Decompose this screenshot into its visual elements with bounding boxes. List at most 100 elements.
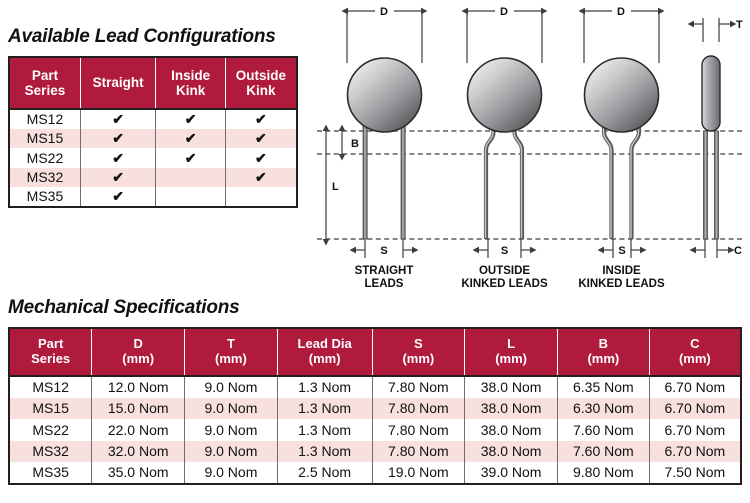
cell-part-series: MS32 xyxy=(9,440,93,462)
cell-s: 7.80 Nom xyxy=(371,440,466,462)
lead-side-right xyxy=(714,130,719,240)
cell-l: 39.0 Nom xyxy=(464,462,558,484)
dimension-label-c: C xyxy=(734,245,742,257)
view-outside-kinked-leads: D S OUTSIDE xyxy=(461,4,548,290)
cell-d: 12.0 Nom xyxy=(91,376,186,398)
header-line-1: Part xyxy=(31,67,59,83)
cell-straight-check: ✔ xyxy=(79,109,157,129)
column-header-part-series: Part Series xyxy=(9,328,93,377)
dimension-d-outside: D xyxy=(461,4,548,63)
header-line-2: (mm) xyxy=(308,351,341,366)
cell-part-series: MS32 xyxy=(9,167,81,187)
dimension-d-inside: D xyxy=(578,4,665,63)
lead-configuration-diagram: B L D xyxy=(312,0,750,292)
leads-inside-kinked-highlight xyxy=(602,121,640,238)
table-row: MS32 32.0 Nom 9.0 Nom 1.3 Nom 7.80 Nom 3… xyxy=(9,440,741,462)
table-row: MS32 ✔ ✔ xyxy=(9,167,297,187)
header-line-1: D xyxy=(133,336,143,352)
cell-l: 38.0 Nom xyxy=(464,376,558,398)
table-row: MS22 22.0 Nom 9.0 Nom 1.3 Nom 7.80 Nom 3… xyxy=(9,419,741,441)
cell-t: 9.0 Nom xyxy=(184,397,278,419)
cell-straight-check: ✔ xyxy=(79,128,157,148)
table-row: MS22 ✔ ✔ ✔ xyxy=(9,148,297,168)
table-header-row: Part Series Straight Inside Kink Outside K… xyxy=(9,57,297,110)
cell-lead-dia: 1.3 Nom xyxy=(276,376,373,398)
table-row: MS15 15.0 Nom 9.0 Nom 1.3 Nom 7.80 Nom 3… xyxy=(9,397,741,419)
caption-inside-line1: INSIDE xyxy=(602,265,641,277)
dimension-label-d: D xyxy=(380,6,388,18)
cell-outside-kink-check: ✔ xyxy=(224,167,297,187)
dimension-label-d: D xyxy=(617,6,625,18)
cell-outside-kink-check: ✔ xyxy=(224,109,297,129)
header-line-2: (mm) xyxy=(215,351,247,366)
cell-lead-dia: 2.5 Nom xyxy=(276,462,373,484)
header-line-2: Series xyxy=(24,83,66,98)
column-header-c: C (mm) xyxy=(648,328,741,377)
dimension-label-t: T xyxy=(736,19,743,31)
cell-t: 9.0 Nom xyxy=(184,376,278,398)
header-line-1: Lead Dia xyxy=(297,336,352,352)
dimension-label-b: B xyxy=(351,138,359,150)
header-line-1: C xyxy=(690,336,700,352)
table-header-row: Part Series D (mm) T (mm) Lead Dia (mm) … xyxy=(9,328,741,377)
cell-outside-kink-check: ✔ xyxy=(224,128,297,148)
cell-lead-dia: 1.3 Nom xyxy=(276,419,373,441)
caption-outside-line2: KINKED LEADS xyxy=(461,278,548,290)
column-header-l: L (mm) xyxy=(464,328,558,377)
column-header-t: T (mm) xyxy=(184,328,278,377)
reference-dashed-lines xyxy=(317,130,745,240)
view-straight-leads: D S STRAIGHT LEADS xyxy=(341,4,428,290)
cell-t: 9.0 Nom xyxy=(184,419,278,441)
dimension-b: B xyxy=(338,124,359,161)
caption-inside-line2: KINKED LEADS xyxy=(578,278,665,290)
header-line-1: L xyxy=(507,336,516,352)
cell-straight-check: ✔ xyxy=(79,167,157,187)
thermistor-bead xyxy=(466,57,543,133)
cell-c: 6.70 Nom xyxy=(648,376,741,398)
cell-l: 38.0 Nom xyxy=(464,440,558,462)
cell-l: 38.0 Nom xyxy=(464,419,558,441)
cell-c: 6.70 Nom xyxy=(648,397,741,419)
cell-c: 6.70 Nom xyxy=(648,440,741,462)
cell-part-series: MS15 xyxy=(9,397,93,419)
thermistor-bead xyxy=(346,57,423,133)
header-line-2: (mm) xyxy=(495,351,527,366)
cell-c: 6.70 Nom xyxy=(648,419,741,441)
column-header-inside-kink: Inside Kink xyxy=(155,57,226,110)
header-line-1: Part xyxy=(38,336,64,352)
cell-d: 15.0 Nom xyxy=(91,397,186,419)
leads-inside-kinked xyxy=(601,120,642,239)
table-row: MS35 ✔ xyxy=(9,187,297,207)
column-header-part-series: Part Series xyxy=(9,57,81,110)
table-row: MS12 12.0 Nom 9.0 Nom 1.3 Nom 7.80 Nom 3… xyxy=(9,376,741,398)
dimension-s-outside: S xyxy=(472,239,537,258)
cell-inside-kink-check: ✔ xyxy=(155,109,226,129)
table-row: MS35 35.0 Nom 9.0 Nom 2.5 Nom 19.0 Nom 3… xyxy=(9,462,741,484)
page-title-lead-configurations: Available Lead Configurations xyxy=(8,26,276,47)
view-side-profile: T C xyxy=(687,18,743,258)
cell-b: 6.30 Nom xyxy=(556,397,650,419)
cell-s: 7.80 Nom xyxy=(371,376,466,398)
cell-outside-kink-check xyxy=(224,187,297,207)
header-line-2: (mm) xyxy=(122,351,155,366)
table-row: MS12 ✔ ✔ ✔ xyxy=(9,109,297,129)
dimension-label-s: S xyxy=(501,245,508,257)
cell-part-series: MS12 xyxy=(9,376,93,398)
cell-b: 9.80 Nom xyxy=(556,462,650,484)
cell-inside-kink-check: ✔ xyxy=(155,148,226,168)
cell-b: 6.35 Nom xyxy=(556,376,650,398)
dimension-l: L xyxy=(322,124,339,246)
cell-inside-kink-check xyxy=(155,167,226,187)
column-header-d: D (mm) xyxy=(91,328,186,377)
cell-t: 9.0 Nom xyxy=(184,462,278,484)
leads-outside-kinked-highlight xyxy=(484,121,523,238)
cell-lead-dia: 1.3 Nom xyxy=(276,440,373,462)
header-line-1: S xyxy=(414,336,423,352)
page-title-mechanical-specifications: Mechanical Specifications xyxy=(8,297,240,318)
dimension-label-s: S xyxy=(380,245,387,257)
cell-d: 32.0 Nom xyxy=(91,440,186,462)
cell-part-series: MS22 xyxy=(9,148,81,168)
lead-configurations-table: Part Series Straight Inside Kink Outside K… xyxy=(8,56,298,208)
lead-side-left xyxy=(703,130,708,240)
